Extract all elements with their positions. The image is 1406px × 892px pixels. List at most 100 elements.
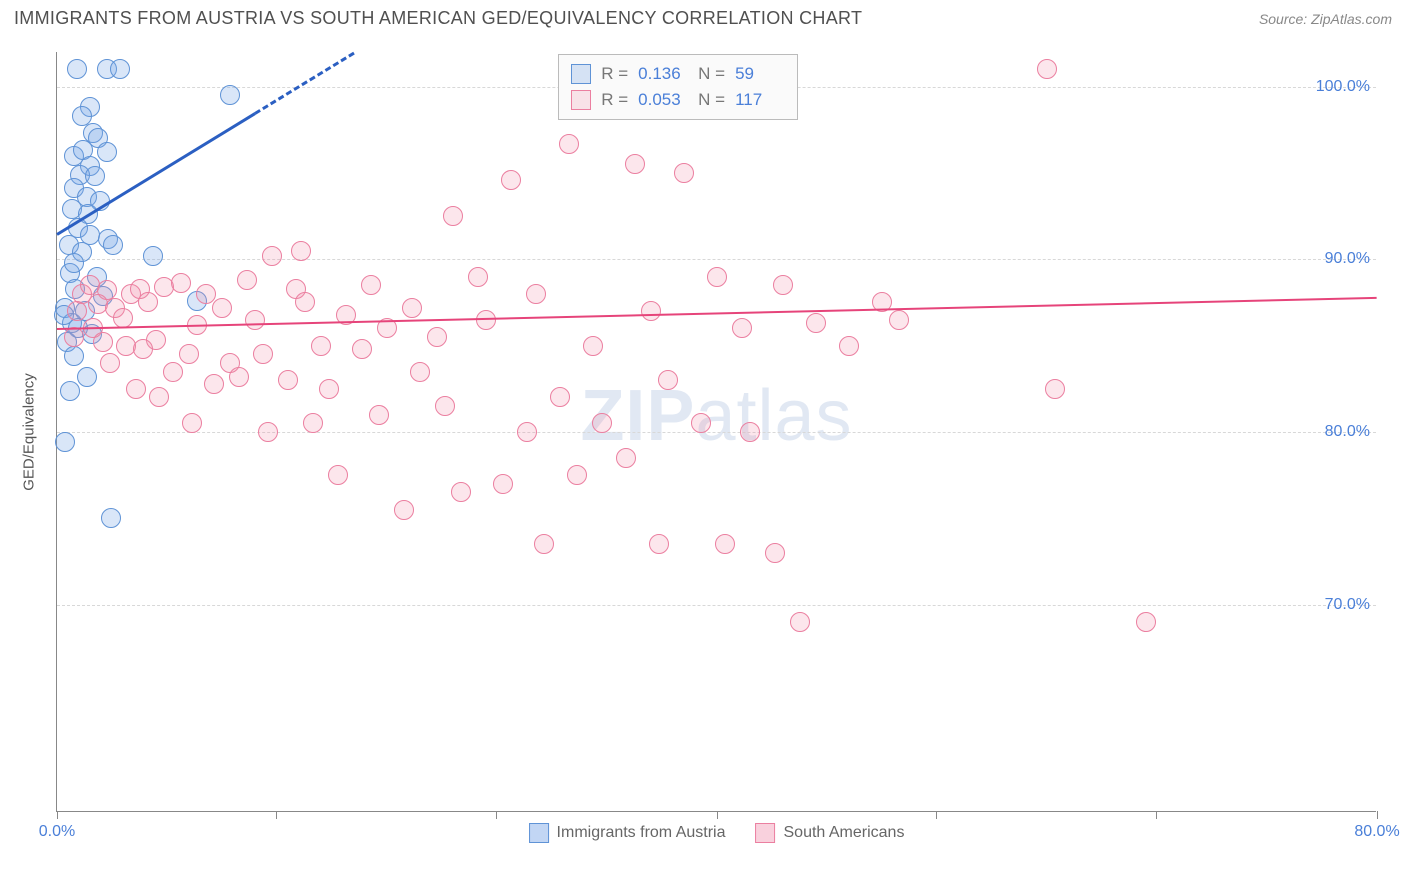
legend-swatch (571, 90, 591, 110)
scatter-point (253, 344, 273, 364)
scatter-point (101, 508, 121, 528)
scatter-point (451, 482, 471, 502)
x-tick-label: 0.0% (39, 823, 75, 841)
gridline (57, 432, 1376, 433)
scatter-point (163, 362, 183, 382)
scatter-point (625, 154, 645, 174)
trend-line (254, 52, 355, 115)
scatter-point (67, 301, 87, 321)
scatter-point (427, 327, 447, 347)
scatter-point (501, 170, 521, 190)
scatter-point (291, 241, 311, 261)
scatter-point (110, 59, 130, 79)
scatter-point (592, 413, 612, 433)
scatter-point (143, 246, 163, 266)
legend-n-value: 59 (735, 64, 785, 84)
scatter-point (60, 381, 80, 401)
scatter-point (67, 59, 87, 79)
x-tick (1156, 811, 1157, 819)
scatter-point (1037, 59, 1057, 79)
y-tick-label: 90.0% (1325, 250, 1370, 268)
scatter-point (526, 284, 546, 304)
scatter-point (369, 405, 389, 425)
scatter-point (138, 292, 158, 312)
scatter-point (237, 270, 257, 290)
scatter-point (658, 370, 678, 390)
scatter-point (278, 370, 298, 390)
scatter-point (773, 275, 793, 295)
scatter-point (493, 474, 513, 494)
gridline (57, 259, 1376, 260)
scatter-point (196, 284, 216, 304)
series-legend: Immigrants from Austria South Americans (529, 823, 905, 843)
series-legend-label: South Americans (783, 824, 904, 842)
scatter-point (262, 246, 282, 266)
y-tick-label: 100.0% (1316, 78, 1370, 96)
scatter-point (149, 387, 169, 407)
source-attribution: Source: ZipAtlas.com (1259, 11, 1392, 27)
scatter-point (361, 275, 381, 295)
scatter-point (443, 206, 463, 226)
scatter-point (258, 422, 278, 442)
y-axis-label: GED/Equivalency (21, 373, 38, 491)
scatter-point (77, 367, 97, 387)
x-tick (936, 811, 937, 819)
x-tick (276, 811, 277, 819)
series-legend-label: Immigrants from Austria (557, 824, 726, 842)
scatter-point (410, 362, 430, 382)
series-legend-item: South Americans (755, 823, 904, 843)
y-tick-label: 80.0% (1325, 423, 1370, 441)
scatter-point (641, 301, 661, 321)
scatter-point (707, 267, 727, 287)
scatter-point (691, 413, 711, 433)
scatter-point (64, 327, 84, 347)
scatter-point (649, 534, 669, 554)
x-tick (496, 811, 497, 819)
series-legend-item: Immigrants from Austria (529, 823, 726, 843)
x-tick (57, 811, 58, 819)
legend-r-label: R = (601, 90, 628, 110)
scatter-point (550, 387, 570, 407)
legend-n-value: 117 (735, 90, 785, 110)
legend-r-value: 0.136 (638, 64, 688, 84)
scatter-point (1136, 612, 1156, 632)
legend-r-label: R = (601, 64, 628, 84)
scatter-point (567, 465, 587, 485)
scatter-point (55, 432, 75, 452)
scatter-point (204, 374, 224, 394)
scatter-point (133, 339, 153, 359)
scatter-point (171, 273, 191, 293)
scatter-point (311, 336, 331, 356)
y-tick-label: 70.0% (1325, 596, 1370, 614)
legend-swatch (755, 823, 775, 843)
scatter-point (559, 134, 579, 154)
scatter-point (182, 413, 202, 433)
gridline (57, 605, 1376, 606)
scatter-point (1045, 379, 1065, 399)
scatter-point (468, 267, 488, 287)
chart-title: IMMIGRANTS FROM AUSTRIA VS SOUTH AMERICA… (14, 8, 862, 29)
scatter-point (85, 166, 105, 186)
scatter-point (212, 298, 232, 318)
scatter-point (534, 534, 554, 554)
scatter-point (889, 310, 909, 330)
scatter-point (100, 353, 120, 373)
scatter-point (616, 448, 636, 468)
legend-n-label: N = (698, 64, 725, 84)
scatter-point (245, 310, 265, 330)
scatter-point (64, 346, 84, 366)
scatter-point (674, 163, 694, 183)
scatter-point (303, 413, 323, 433)
x-tick (1377, 811, 1378, 819)
scatter-point (732, 318, 752, 338)
scatter-point (103, 235, 123, 255)
scatter-point (220, 85, 240, 105)
chart-container: GED/Equivalency ZIPatlas 70.0%80.0%90.0%… (14, 40, 1394, 840)
scatter-point (435, 396, 455, 416)
scatter-point (328, 465, 348, 485)
scatter-point (126, 379, 146, 399)
x-tick (717, 811, 718, 819)
legend-row: R =0.053N =117 (571, 87, 785, 113)
legend-row: R = 0.136 N = 59 (571, 61, 785, 87)
legend-swatch (529, 823, 549, 843)
